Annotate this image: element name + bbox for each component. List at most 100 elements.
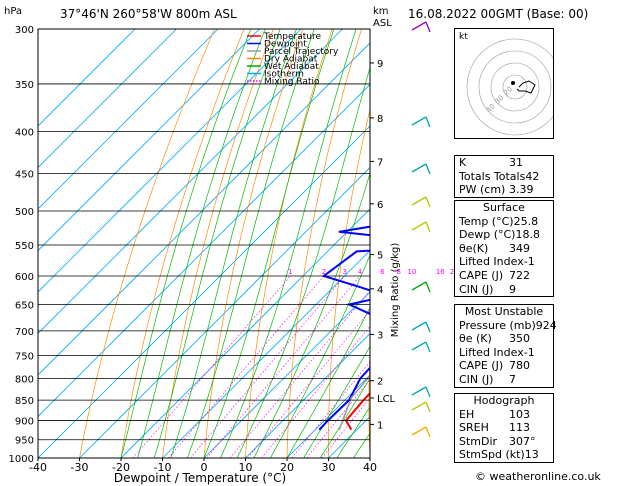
mixing-ratio-line bbox=[321, 397, 370, 458]
plot-area: 12346810162025 bbox=[37, 28, 473, 459]
row-label: CIN (J) bbox=[459, 372, 494, 386]
mixing-ratio-line bbox=[247, 309, 370, 458]
wind-barb-flag bbox=[425, 21, 431, 33]
isotherm-line bbox=[38, 42, 370, 376]
hpa-label: hPa bbox=[4, 6, 22, 17]
wet-adiabat bbox=[303, 345, 370, 458]
pressure-tick-label: 750 bbox=[15, 351, 34, 362]
wind-barb-flag bbox=[425, 281, 431, 293]
most-unstable-table: Most Unstable Pressure (mb) 924 θe (K) 350 Li… bbox=[454, 304, 557, 388]
temperature-tick-label: -30 bbox=[71, 461, 89, 474]
row-value: -1 bbox=[523, 255, 535, 269]
dewpoint-profile bbox=[318, 225, 370, 431]
wind-barb-flag bbox=[425, 386, 431, 398]
row-label: PW (cm) bbox=[459, 183, 506, 197]
height-tick-label: 1 bbox=[377, 420, 383, 431]
hodo-ring-label: 40 bbox=[485, 102, 497, 114]
row-label: Totals Totals bbox=[459, 169, 526, 183]
height-tick-label: 9 bbox=[377, 59, 383, 70]
row-label: EH bbox=[459, 407, 475, 421]
pressure-tick-label: 900 bbox=[15, 416, 34, 427]
wind-barb bbox=[411, 321, 427, 331]
height-tick-label: 2 bbox=[377, 377, 383, 388]
mixing-ratio-label: 10 bbox=[407, 268, 416, 276]
table-title: Surface bbox=[483, 201, 525, 214]
temperature-tick-label: -10 bbox=[154, 461, 172, 474]
asl-label: ASL bbox=[373, 18, 392, 29]
mixing-ratio-label: 16 bbox=[436, 268, 445, 276]
isotherm-line bbox=[203, 291, 370, 458]
dry-adiabat bbox=[286, 29, 362, 458]
dry-adiabat bbox=[79, 29, 215, 458]
wind-barb bbox=[411, 426, 427, 436]
row-value: 350 bbox=[509, 332, 530, 346]
row-label: Pressure (mb) bbox=[459, 318, 536, 332]
wet-adiabat bbox=[286, 306, 370, 458]
row-value: 3.39 bbox=[509, 183, 534, 197]
row-value: 307° bbox=[509, 434, 536, 448]
isotherm-line bbox=[286, 374, 370, 458]
mixing-ratio-label: 2 bbox=[322, 268, 326, 276]
hodo-storm-motion bbox=[511, 81, 515, 85]
row-value: 42 bbox=[525, 169, 540, 183]
temperature-tick-label: 40 bbox=[363, 461, 377, 474]
isotherm-line bbox=[38, 125, 370, 458]
wet-adiabat bbox=[120, 29, 252, 458]
hodograph-panel: kt 40 30 20 bbox=[454, 28, 564, 139]
table-row: θe(K) 349 bbox=[455, 242, 553, 256]
wet-adiabat bbox=[137, 29, 266, 458]
height-tick-label: 4 bbox=[377, 285, 383, 296]
height-tick-label: 3 bbox=[377, 330, 383, 341]
wind-barb-flag bbox=[425, 196, 431, 208]
legend-label: Temperature bbox=[263, 32, 321, 42]
wet-adiabat bbox=[319, 377, 370, 458]
table-row: PW (cm) 3.39 bbox=[455, 183, 553, 197]
wet-adiabat bbox=[153, 29, 281, 458]
wind-barb-flag bbox=[425, 341, 431, 353]
hodo-ring-label: 30 bbox=[493, 94, 505, 106]
pressure-tick-label: 650 bbox=[15, 301, 34, 312]
mixing-ratio-label: 1 bbox=[288, 268, 292, 276]
row-label: K bbox=[459, 156, 467, 169]
isotherm-line bbox=[79, 166, 370, 458]
table-row: Pressure (mb) 924 bbox=[455, 318, 557, 333]
pressure-tick-label: 400 bbox=[15, 128, 34, 139]
mixing-ratio-line bbox=[190, 275, 345, 458]
row-value: 7 bbox=[509, 372, 516, 386]
pressure-tick-label: 800 bbox=[15, 374, 34, 385]
wind-barb bbox=[411, 221, 427, 231]
km-label: km bbox=[373, 6, 389, 17]
mixing-ratio-label: 6 bbox=[380, 268, 385, 276]
temperature-tick-label: 20 bbox=[280, 461, 294, 474]
hodo-ring bbox=[478, 50, 552, 124]
mixing-ratio-label: 4 bbox=[358, 268, 363, 276]
row-value: 25.8 bbox=[513, 214, 539, 228]
pressure-tick-label: 300 bbox=[15, 25, 34, 36]
wind-barb bbox=[411, 281, 427, 291]
row-value: -1 bbox=[523, 345, 535, 359]
table-row: StmDir 307° bbox=[455, 435, 553, 449]
table-row: θe (K) 350 bbox=[455, 332, 553, 346]
row-value: 31 bbox=[509, 156, 523, 169]
row-value: 924 bbox=[535, 318, 557, 332]
table-row: CIN (J) 9 bbox=[455, 283, 553, 297]
wind-barb bbox=[411, 21, 427, 31]
wind-barb bbox=[411, 196, 427, 206]
mixing-ratio-line bbox=[229, 290, 370, 458]
table-title: Most Unstable bbox=[464, 305, 544, 318]
pressure-tick-label: 700 bbox=[15, 327, 34, 338]
isotherm-line bbox=[38, 29, 343, 335]
dry-adiabat bbox=[120, 29, 245, 458]
hodo-ring bbox=[502, 74, 528, 100]
isotherm-line bbox=[162, 249, 370, 458]
isotherm-line bbox=[245, 332, 370, 458]
pressure-tick-label: 350 bbox=[15, 80, 34, 91]
wind-barb bbox=[411, 401, 427, 411]
isotherm-line bbox=[38, 29, 177, 169]
table-row: Lifted Index -1 bbox=[455, 346, 553, 360]
row-label: Dewp (°C) bbox=[459, 228, 516, 242]
temperature-tick-label: 0 bbox=[201, 461, 208, 474]
row-value: 13 bbox=[524, 448, 539, 462]
